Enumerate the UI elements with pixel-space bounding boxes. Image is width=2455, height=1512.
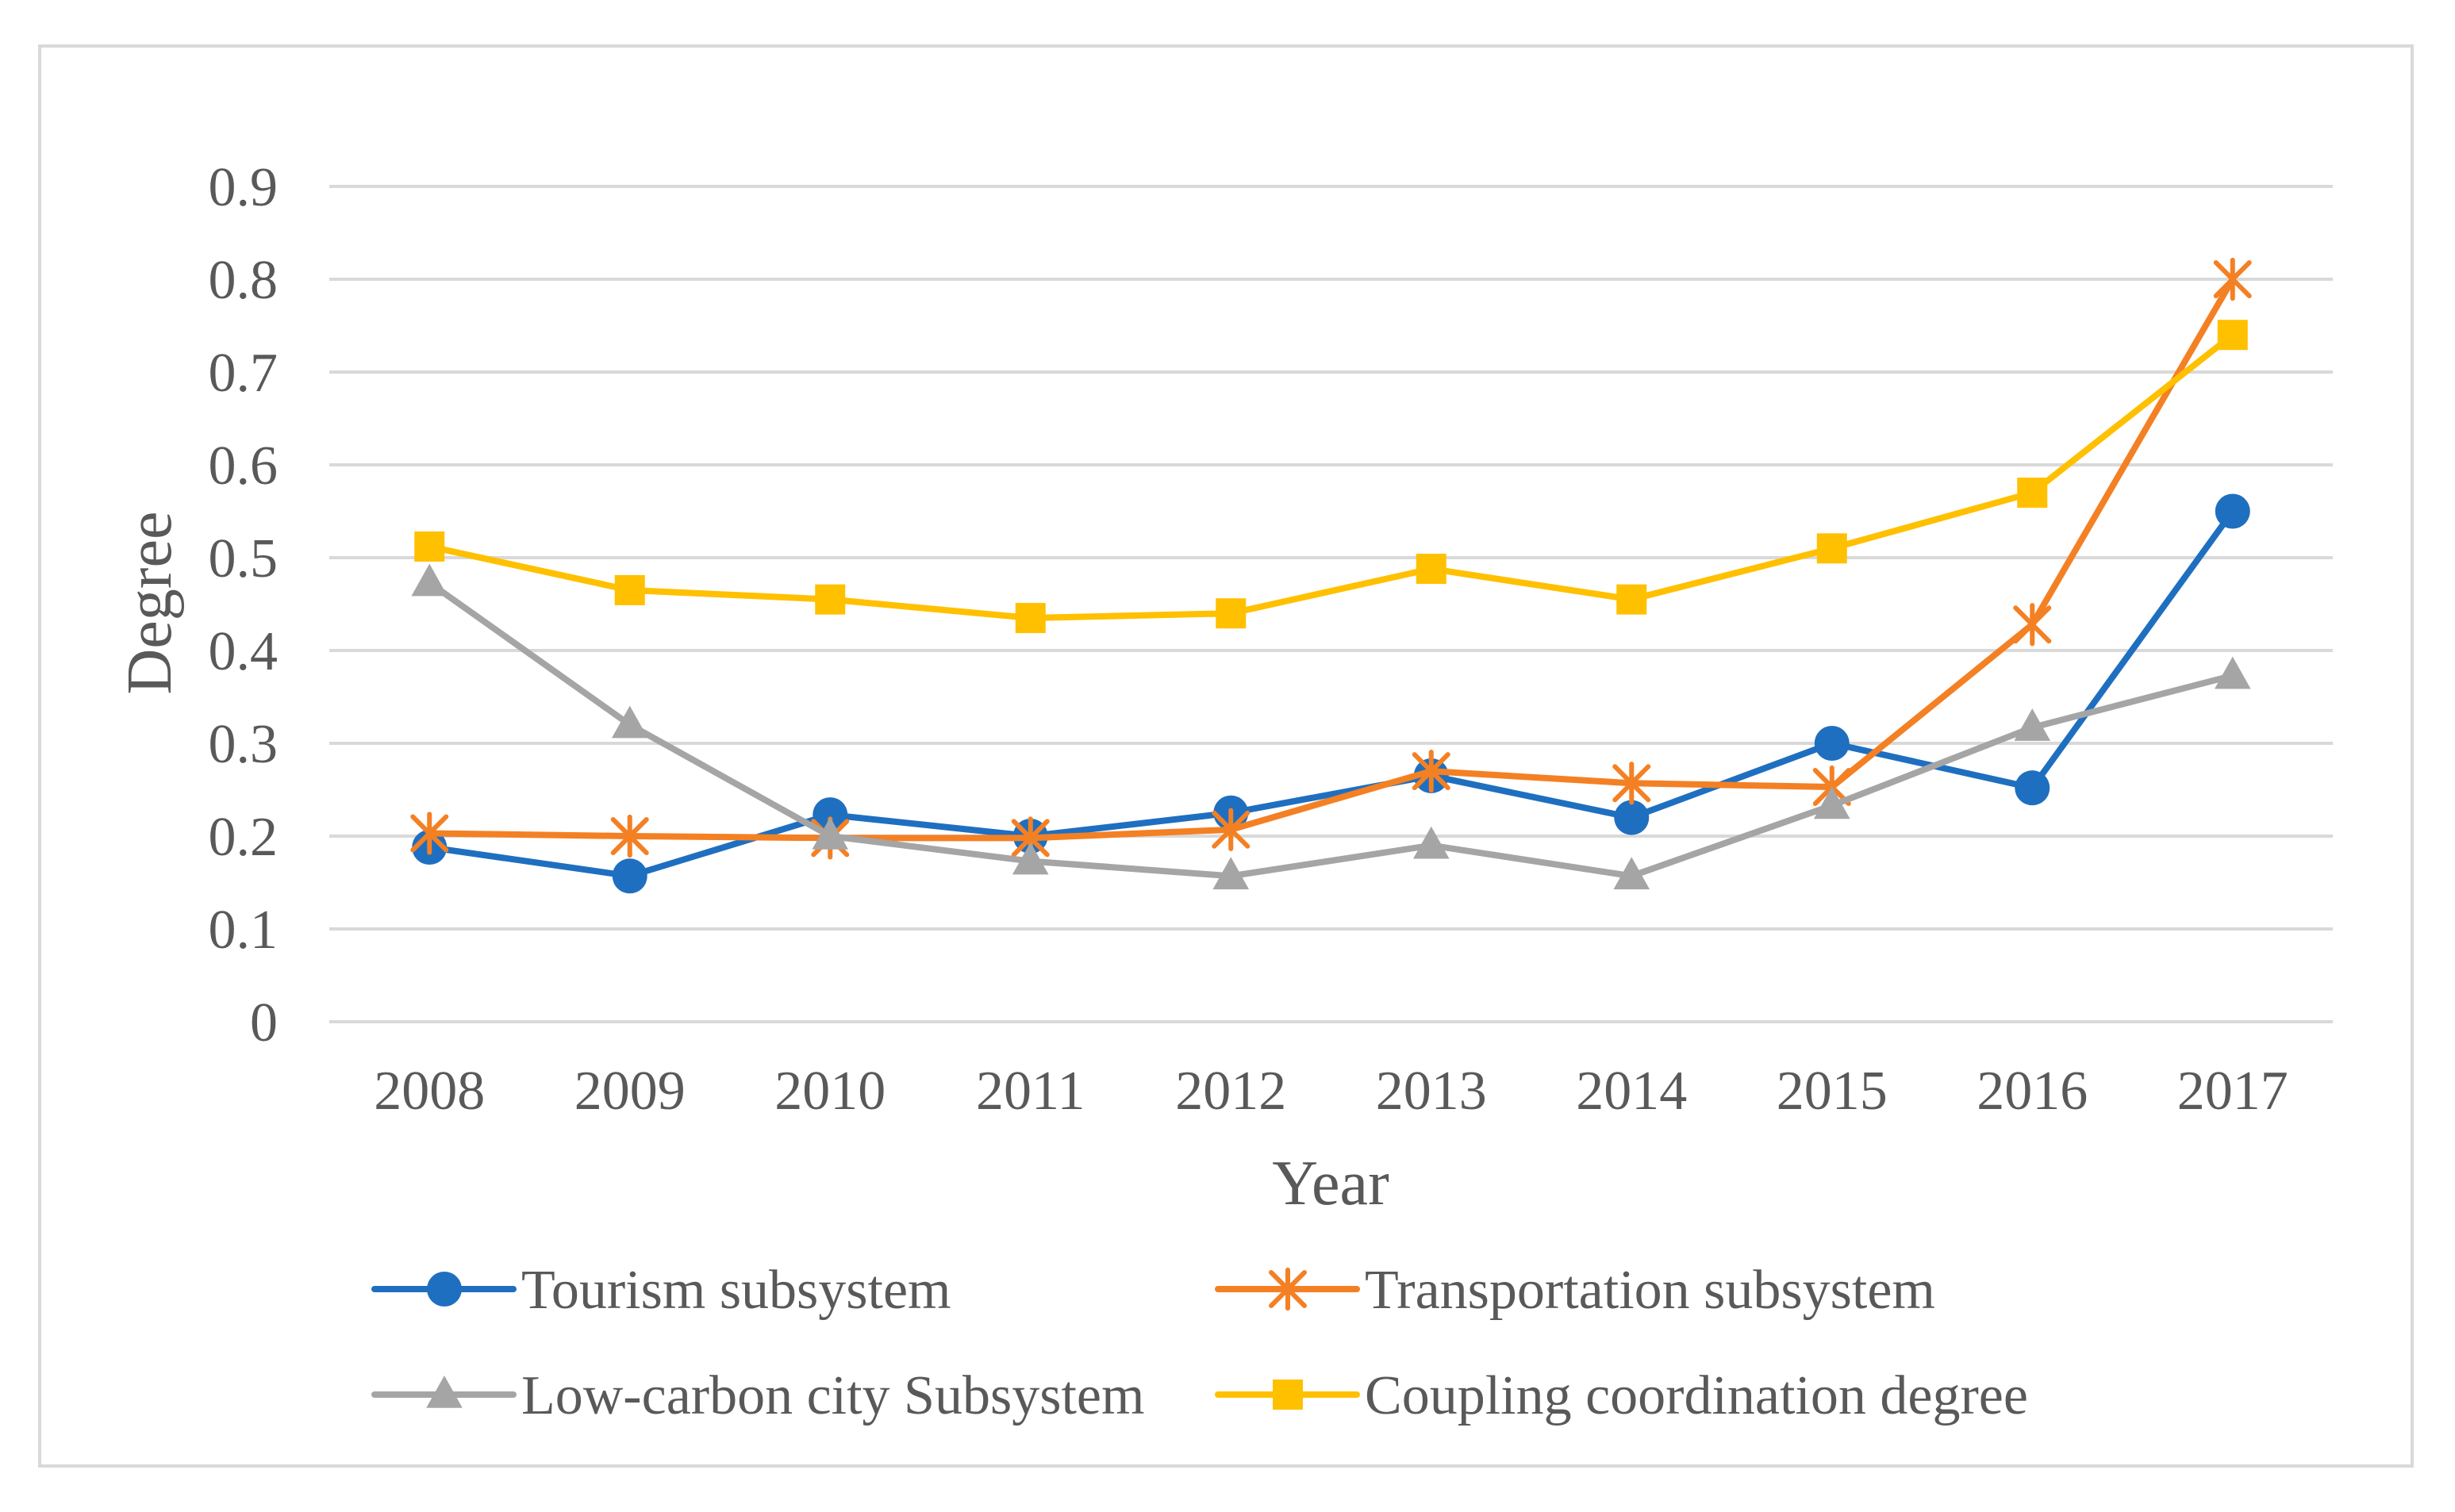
y-tick-label: 0.9 <box>209 157 279 218</box>
data-point <box>1813 786 1850 819</box>
legend-item: Tourism subsystem <box>371 1260 951 1321</box>
x-tick-label: 2008 <box>374 1061 485 1122</box>
x-tick-label: 2013 <box>1376 1061 1487 1122</box>
series-line <box>426 276 2236 842</box>
x-tick-label: 2014 <box>1576 1061 1687 1122</box>
legend-marker <box>427 1272 462 1307</box>
y-tick-label: 0.4 <box>209 621 279 682</box>
legend-label: Low-carbon city Subsystem <box>521 1365 1144 1426</box>
legend-label: Transportation subsystem <box>1365 1260 1935 1321</box>
data-point <box>2014 708 2051 741</box>
data-point <box>1814 726 1850 761</box>
data-point <box>2215 493 2250 529</box>
x-tick-label: 2009 <box>574 1061 686 1122</box>
x-axis-title: Year <box>1272 1149 1389 1218</box>
y-tick-label: 0.1 <box>209 900 279 961</box>
y-tick-label: 0.2 <box>209 807 279 868</box>
data-point <box>614 574 645 605</box>
series-2 <box>411 563 2251 890</box>
legend-marker <box>1269 1267 1307 1311</box>
series-line <box>426 508 2236 880</box>
y-axis-title: Degree <box>115 512 185 695</box>
series-3 <box>414 320 2248 634</box>
data-point <box>1416 554 1446 585</box>
legend-item: Transportation subsystem <box>1215 1260 1935 1321</box>
data-point <box>414 531 445 562</box>
data-point <box>815 584 846 615</box>
data-point <box>1612 762 1651 805</box>
data-point <box>2013 603 2052 647</box>
legend-item: Low-carbon city Subsystem <box>371 1365 1144 1426</box>
y-tick-label: 0 <box>250 992 278 1053</box>
data-point <box>410 812 449 855</box>
legend-label: Coupling coordination degree <box>1365 1365 2028 1426</box>
data-point <box>2217 320 2248 351</box>
data-point <box>2015 770 2050 806</box>
data-point <box>1412 826 1450 859</box>
y-tick-label: 0.6 <box>209 436 279 497</box>
legend-item: Coupling coordination degree <box>1215 1365 2028 1426</box>
x-tick-label: 2010 <box>774 1061 886 1122</box>
data-point <box>1015 603 1046 634</box>
series-line <box>426 579 2236 880</box>
data-point <box>610 814 649 858</box>
x-axis-ticks: 2008 2009 2010 2011 2012 2013 2014 2015 2016 2017 <box>374 1061 2288 1122</box>
gridlines <box>329 185 2333 1023</box>
legend-marker <box>426 1376 463 1408</box>
x-tick-label: 2012 <box>1175 1061 1286 1122</box>
data-point <box>1212 857 1250 890</box>
y-tick-label: 0.5 <box>209 528 279 589</box>
data-point <box>1216 598 1247 629</box>
data-point <box>1012 842 1049 875</box>
data-point <box>812 817 849 850</box>
y-axis-ticks: 0 0.1 0.2 0.3 0.4 0.5 0.6 0.7 0.8 0.9 <box>209 157 279 1053</box>
data-point <box>1412 749 1450 793</box>
data-point <box>411 563 448 597</box>
series-line <box>426 332 2236 622</box>
plot-area <box>410 257 2252 894</box>
legend: Tourism subsystem Transportation subsyste… <box>371 1260 2028 1426</box>
series-1 <box>410 257 2252 860</box>
legend-marker <box>1273 1380 1303 1410</box>
data-point <box>2017 478 2048 508</box>
data-point <box>1614 800 1650 835</box>
data-point <box>612 858 647 894</box>
data-point <box>1613 857 1650 890</box>
legend-label: Tourism subsystem <box>521 1260 951 1321</box>
x-tick-label: 2011 <box>976 1061 1085 1122</box>
x-tick-label: 2017 <box>2177 1061 2288 1122</box>
data-point <box>1816 533 1847 564</box>
y-tick-label: 0.7 <box>209 343 279 404</box>
data-point <box>611 705 648 739</box>
data-point <box>1616 584 1647 615</box>
chart-frame <box>38 44 2414 1468</box>
data-point <box>2213 257 2252 301</box>
x-tick-label: 2016 <box>1977 1061 2088 1122</box>
x-tick-label: 2015 <box>1777 1061 1888 1122</box>
data-point <box>2214 656 2251 689</box>
data-point <box>1212 808 1251 851</box>
y-tick-label: 0.8 <box>209 250 279 311</box>
y-tick-label: 0.3 <box>209 714 279 775</box>
data-point <box>813 797 848 833</box>
